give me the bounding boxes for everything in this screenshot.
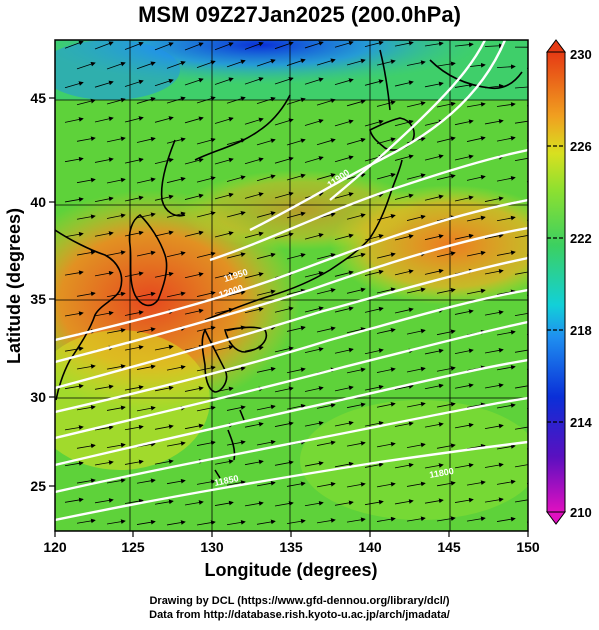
y-axis-title: Latitude (degrees) bbox=[4, 208, 24, 364]
y-tick-label: 25 bbox=[30, 478, 46, 494]
colorbar-upper-arrow bbox=[547, 40, 565, 52]
wind-streamline bbox=[527, 366, 545, 369]
x-tick-label: 120 bbox=[43, 539, 67, 555]
colorbar-tick-label: 226 bbox=[570, 139, 592, 154]
colorbar-tick-label: 230 bbox=[570, 47, 592, 62]
x-tick-label: 150 bbox=[516, 539, 540, 555]
colorbar: 230 226 222 218 214 210 bbox=[547, 40, 592, 524]
x-tick-labels: 120 125 130 135 140 145 150 bbox=[43, 539, 540, 555]
wind-streamline bbox=[527, 292, 545, 295]
wind-streamline bbox=[527, 332, 545, 335]
y-tick-label: 35 bbox=[30, 291, 46, 307]
x-axis-title: Longitude (degrees) bbox=[204, 560, 377, 580]
colorbar-tick-label: 214 bbox=[570, 415, 592, 430]
wind-streamline bbox=[527, 406, 545, 409]
y-tick-label: 40 bbox=[30, 194, 46, 210]
x-tick-label: 125 bbox=[121, 539, 145, 555]
colorbar-tick-label: 218 bbox=[570, 323, 592, 338]
wind-streamline bbox=[527, 481, 545, 484]
colorbar-scale bbox=[547, 52, 565, 512]
wind-streamline bbox=[527, 217, 545, 220]
wind-streamline bbox=[527, 179, 545, 182]
colorbar-tick-label: 210 bbox=[570, 505, 592, 520]
y-tick-label: 30 bbox=[30, 389, 46, 405]
x-tick-label: 135 bbox=[279, 539, 303, 555]
wind-streamline bbox=[527, 138, 545, 141]
credit-drawing: Drawing by DCL (https://www.gfd-dennou.o… bbox=[0, 595, 599, 607]
credit-data-source: Data from http://database.rish.kyoto-u.a… bbox=[0, 609, 599, 621]
y-tick-label: 45 bbox=[30, 90, 46, 106]
colorbar-tick-label: 222 bbox=[570, 231, 592, 246]
wind-streamline bbox=[527, 519, 545, 522]
colorbar-lower-arrow bbox=[547, 512, 565, 524]
wind-streamline bbox=[527, 446, 545, 449]
y-tick-labels: 25 30 35 40 45 bbox=[30, 90, 46, 494]
x-tick-label: 145 bbox=[437, 539, 461, 555]
wind-streamline bbox=[527, 252, 545, 255]
wind-streamline bbox=[527, 104, 545, 106]
x-tick-label: 140 bbox=[358, 539, 382, 555]
x-tick-label: 130 bbox=[200, 539, 224, 555]
